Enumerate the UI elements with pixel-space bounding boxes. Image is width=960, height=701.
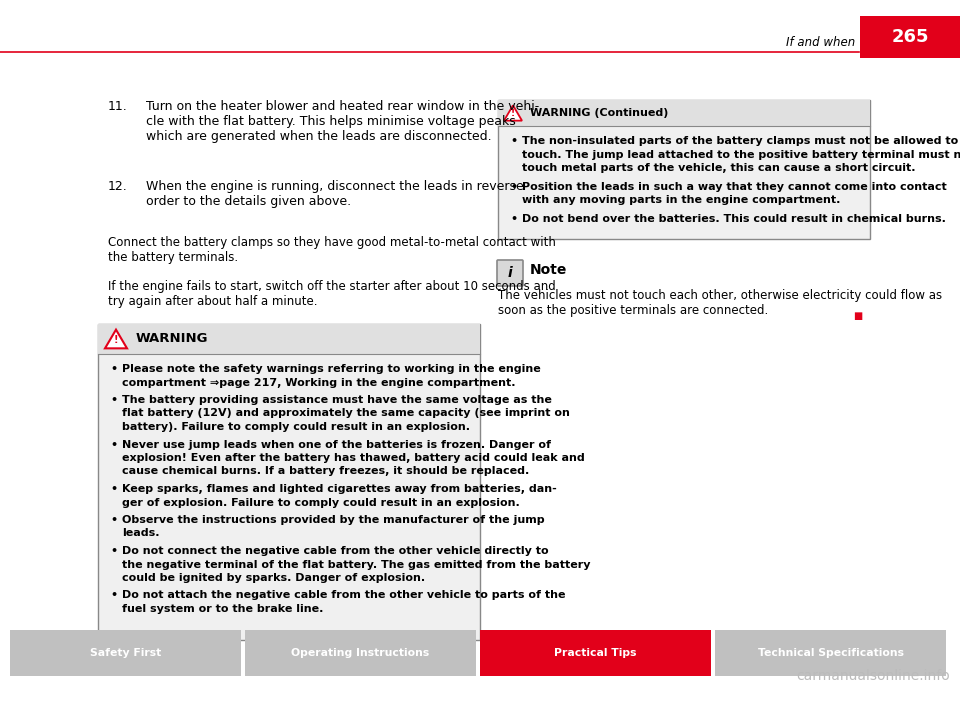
Text: ger of explosion. Failure to comply could result in an explosion.: ger of explosion. Failure to comply coul… — [122, 498, 519, 508]
Text: WARNING: WARNING — [136, 332, 208, 346]
Text: flat battery (12V) and approximately the same capacity (see imprint on: flat battery (12V) and approximately the… — [122, 409, 570, 418]
Text: •: • — [110, 515, 117, 525]
FancyBboxPatch shape — [860, 16, 960, 58]
Text: If the engine fails to start, switch off the starter after about 10 seconds and
: If the engine fails to start, switch off… — [108, 280, 556, 308]
FancyBboxPatch shape — [498, 100, 870, 239]
Text: could be ignited by sparks. Danger of explosion.: could be ignited by sparks. Danger of ex… — [122, 573, 425, 583]
Text: carmanualsonline.info: carmanualsonline.info — [796, 669, 950, 683]
FancyBboxPatch shape — [10, 630, 241, 676]
Text: WARNING (Continued): WARNING (Continued) — [530, 108, 668, 118]
Text: Note: Note — [530, 263, 567, 277]
Polygon shape — [105, 329, 127, 348]
Text: the negative terminal of the flat battery. The gas emitted from the battery: the negative terminal of the flat batter… — [122, 559, 590, 569]
Text: touch. The jump lead attached to the positive battery terminal must not: touch. The jump lead attached to the pos… — [522, 149, 960, 160]
Text: Safety First: Safety First — [90, 648, 161, 658]
FancyBboxPatch shape — [480, 630, 711, 676]
Text: leads.: leads. — [122, 529, 159, 538]
Text: Operating Instructions: Operating Instructions — [292, 648, 430, 658]
Text: The battery providing assistance must have the same voltage as the: The battery providing assistance must ha… — [122, 395, 552, 405]
Text: The non-insulated parts of the battery clamps must not be allowed to: The non-insulated parts of the battery c… — [522, 136, 958, 146]
Text: •: • — [110, 546, 117, 556]
Text: 12.: 12. — [108, 180, 128, 193]
Text: 265: 265 — [891, 28, 928, 46]
Text: !: ! — [511, 109, 516, 118]
Text: touch metal parts of the vehicle, this can cause a short circuit.: touch metal parts of the vehicle, this c… — [522, 163, 916, 173]
FancyBboxPatch shape — [98, 324, 480, 354]
FancyBboxPatch shape — [497, 260, 523, 286]
Text: The vehicles must not touch each other, otherwise electricity could flow as
soon: The vehicles must not touch each other, … — [498, 289, 942, 317]
Text: Never use jump leads when one of the batteries is frozen. Danger of: Never use jump leads when one of the bat… — [122, 440, 551, 449]
Text: Do not connect the negative cable from the other vehicle directly to: Do not connect the negative cable from t… — [122, 546, 548, 556]
Text: Do not bend over the batteries. This could result in chemical burns.: Do not bend over the batteries. This cou… — [522, 214, 946, 224]
Text: Connect the battery clamps so they have good metal-to-metal contact with
the bat: Connect the battery clamps so they have … — [108, 236, 556, 264]
Text: Turn on the heater blower and heated rear window in the vehi-
cle with the flat : Turn on the heater blower and heated rea… — [146, 100, 540, 143]
Text: Technical Specifications: Technical Specifications — [757, 648, 903, 658]
FancyBboxPatch shape — [245, 630, 476, 676]
Text: Keep sparks, flames and lighted cigarettes away from batteries, dan-: Keep sparks, flames and lighted cigarett… — [122, 484, 557, 494]
Text: When the engine is running, disconnect the leads in reverse
order to the details: When the engine is running, disconnect t… — [146, 180, 524, 208]
Text: •: • — [510, 136, 517, 146]
Text: i: i — [508, 266, 513, 280]
Text: •: • — [510, 182, 517, 191]
Text: fuel system or to the brake line.: fuel system or to the brake line. — [122, 604, 324, 614]
Text: Please note the safety warnings referring to working in the engine: Please note the safety warnings referrin… — [122, 364, 540, 374]
Text: !: ! — [113, 335, 118, 345]
Text: Practical Tips: Practical Tips — [554, 648, 636, 658]
Text: compartment ⇒page 217, Working in the engine compartment.: compartment ⇒page 217, Working in the en… — [122, 378, 516, 388]
Text: Position the leads in such a way that they cannot come into contact: Position the leads in such a way that th… — [522, 182, 947, 191]
Text: cause chemical burns. If a battery freezes, it should be replaced.: cause chemical burns. If a battery freez… — [122, 466, 529, 477]
Text: •: • — [110, 484, 117, 494]
Text: Do not attach the negative cable from the other vehicle to parts of the: Do not attach the negative cable from th… — [122, 590, 565, 601]
Polygon shape — [504, 105, 522, 121]
Text: •: • — [110, 590, 117, 601]
FancyBboxPatch shape — [98, 324, 480, 640]
Text: •: • — [110, 395, 117, 405]
Text: •: • — [110, 364, 117, 374]
FancyBboxPatch shape — [715, 630, 946, 676]
Text: with any moving parts in the engine compartment.: with any moving parts in the engine comp… — [522, 195, 840, 205]
Text: explosion! Even after the battery has thawed, battery acid could leak and: explosion! Even after the battery has th… — [122, 453, 585, 463]
Text: 11.: 11. — [108, 100, 128, 113]
Text: ■: ■ — [853, 311, 862, 321]
Text: Observe the instructions provided by the manufacturer of the jump: Observe the instructions provided by the… — [122, 515, 544, 525]
Text: •: • — [510, 214, 517, 224]
FancyBboxPatch shape — [498, 100, 870, 126]
Text: If and when: If and when — [785, 36, 855, 48]
Text: battery). Failure to comply could result in an explosion.: battery). Failure to comply could result… — [122, 422, 470, 432]
Text: •: • — [110, 440, 117, 449]
